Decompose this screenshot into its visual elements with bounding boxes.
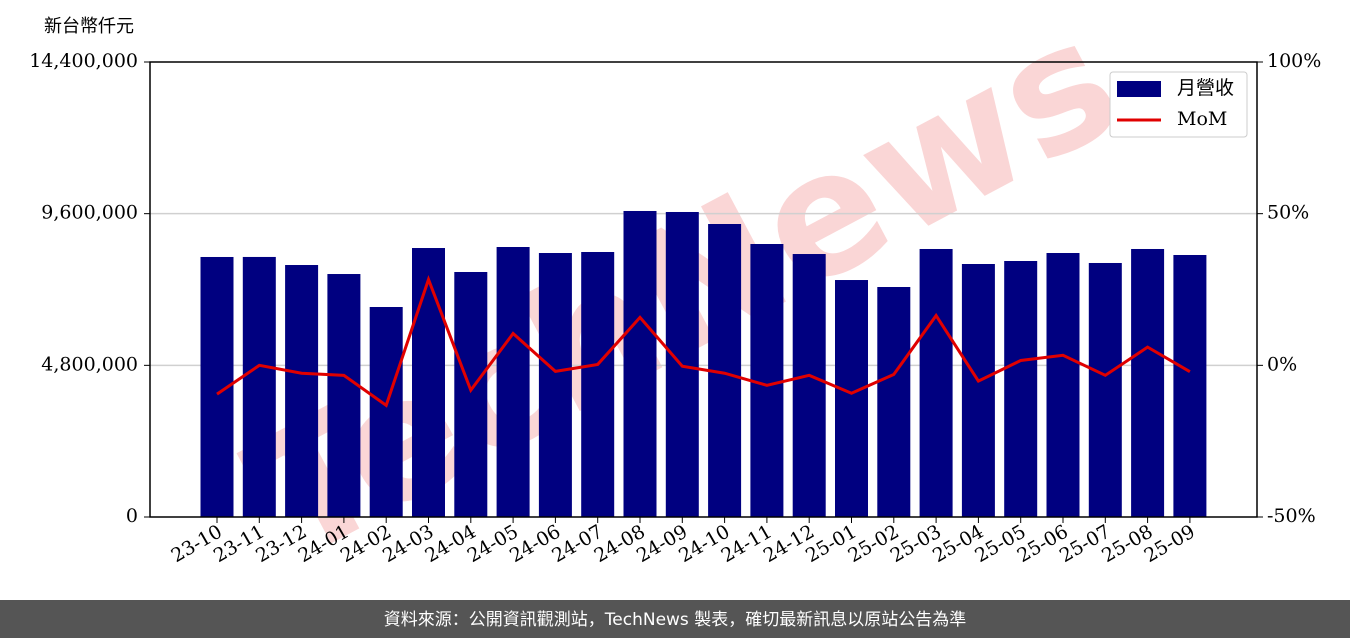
- bar: [623, 210, 657, 517]
- y2-tick-label: 0%: [1267, 353, 1297, 375]
- plot-frame: [149, 61, 1258, 518]
- y-tick-label: 4,800,000: [41, 353, 138, 375]
- bar: [581, 251, 615, 518]
- bar: [538, 253, 572, 518]
- bar: [327, 274, 361, 517]
- bar: [242, 256, 276, 517]
- bar: [792, 254, 826, 517]
- y-tick-label: 14,400,000: [29, 50, 138, 72]
- bar: [412, 248, 445, 517]
- bar: [961, 264, 995, 517]
- bar: [835, 280, 868, 517]
- legend-label: 月營收: [1177, 77, 1234, 99]
- bar: [285, 265, 319, 517]
- footer: 資料來源：公開資訊觀測站，TechNews 製表，確切最新訊息以原站公告為準: [384, 610, 966, 630]
- bar: [454, 271, 488, 517]
- y2-tick-label: 100%: [1267, 50, 1321, 72]
- bar: [1131, 248, 1165, 517]
- y-tick-label: 0: [126, 505, 138, 527]
- bar: [1088, 262, 1122, 517]
- bar: [1046, 253, 1080, 518]
- y2-tick-label: -50%: [1267, 505, 1316, 527]
- line: [216, 275, 1191, 408]
- bar: [877, 287, 911, 517]
- y-tick-label: 9,600,000: [41, 202, 138, 224]
- legend-swatch: [1117, 81, 1161, 97]
- bar: [1004, 260, 1038, 517]
- y-axis-label: 新台幣仟元: [44, 16, 134, 37]
- bar: [496, 247, 530, 517]
- footer-bar: [0, 600, 1350, 638]
- bar: [1173, 254, 1207, 517]
- bar: [919, 248, 953, 517]
- legend-label: MoM: [1177, 108, 1227, 130]
- bar: [369, 307, 403, 517]
- bar: [750, 244, 784, 517]
- y2-tick-label: 50%: [1267, 202, 1309, 224]
